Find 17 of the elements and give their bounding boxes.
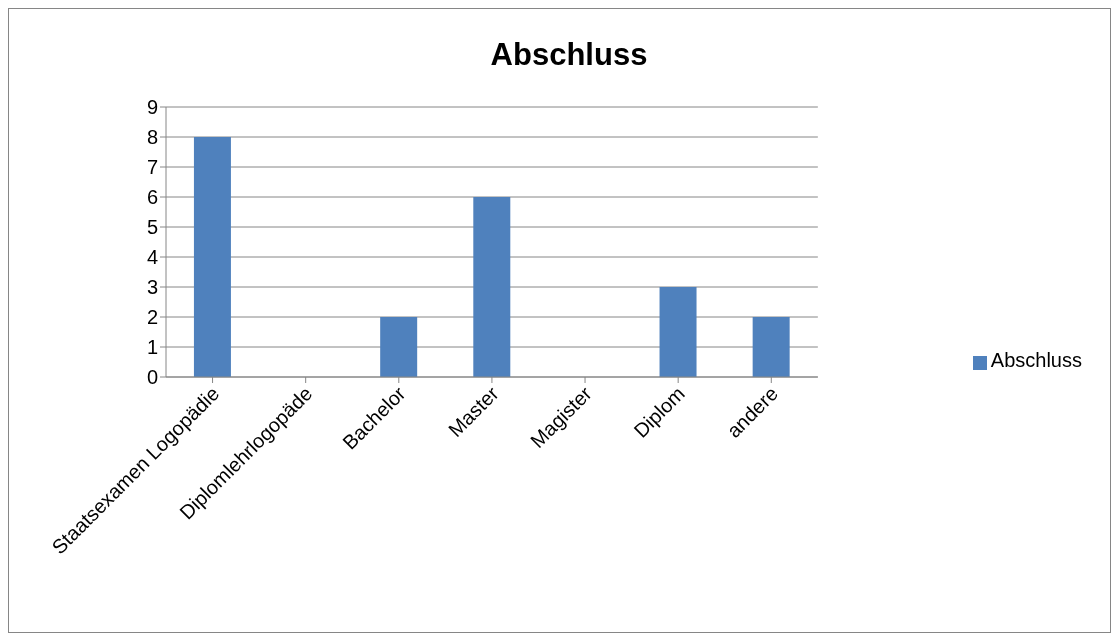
legend-label: Abschluss	[990, 349, 1082, 371]
y-tick-label: 2	[146, 306, 158, 329]
y-tick-label: 4	[146, 246, 158, 269]
y-tick-label: 7	[146, 156, 158, 179]
y-tick-label: 3	[146, 276, 158, 299]
bar	[380, 317, 418, 377]
y-tick-label: 6	[146, 186, 158, 209]
bar	[193, 137, 231, 377]
bar	[473, 197, 511, 377]
bar	[752, 317, 790, 377]
y-tick-label: 9	[146, 96, 158, 119]
y-tick-label: 8	[146, 126, 158, 149]
y-tick-label: 0	[146, 366, 158, 389]
bar	[659, 287, 697, 377]
y-tick-label: 1	[146, 336, 158, 359]
chart-title: Abschluss	[489, 37, 649, 73]
y-tick-label: 5	[146, 216, 158, 239]
